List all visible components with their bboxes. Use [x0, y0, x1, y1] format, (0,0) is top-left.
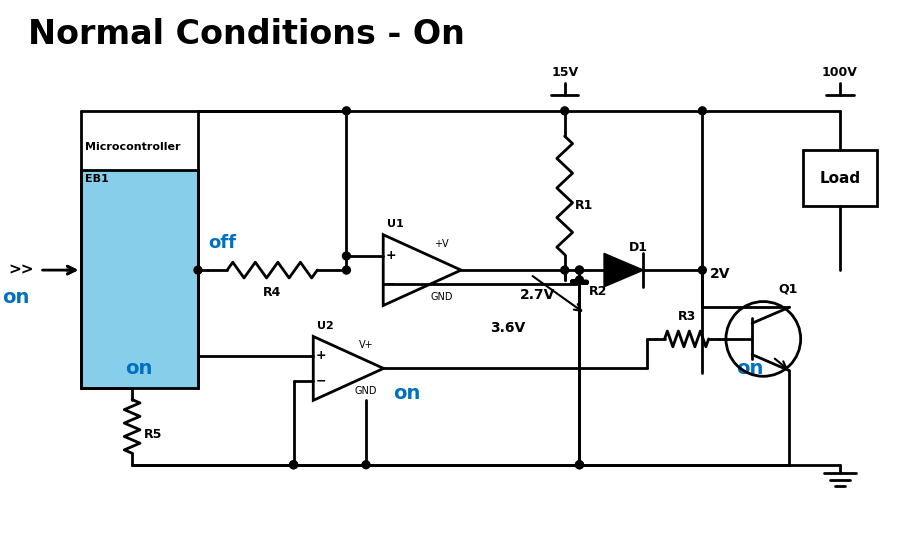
- Circle shape: [699, 107, 706, 115]
- Circle shape: [290, 461, 298, 469]
- Circle shape: [342, 107, 350, 115]
- Text: −: −: [316, 375, 326, 388]
- Circle shape: [699, 266, 706, 274]
- Text: R3: R3: [678, 310, 696, 323]
- FancyBboxPatch shape: [803, 150, 878, 206]
- Text: U1: U1: [387, 219, 404, 229]
- Circle shape: [575, 276, 584, 284]
- Circle shape: [575, 461, 584, 469]
- Circle shape: [362, 461, 370, 469]
- Text: off: off: [207, 234, 236, 252]
- Text: on: on: [125, 359, 153, 378]
- Text: 3.6V: 3.6V: [491, 321, 526, 336]
- Text: on: on: [3, 288, 30, 307]
- Circle shape: [194, 266, 202, 274]
- Text: Normal Conditions - On: Normal Conditions - On: [28, 18, 465, 51]
- Text: 15V: 15V: [551, 66, 578, 79]
- Text: +V: +V: [434, 239, 449, 249]
- Circle shape: [561, 107, 569, 115]
- Text: R5: R5: [144, 428, 162, 441]
- Circle shape: [342, 266, 350, 274]
- Circle shape: [290, 461, 298, 469]
- Text: +: +: [385, 250, 396, 262]
- Text: −: −: [385, 278, 396, 291]
- Text: GND: GND: [355, 386, 377, 396]
- Circle shape: [575, 266, 584, 274]
- Text: EB1: EB1: [85, 174, 109, 183]
- Text: Microcontroller: Microcontroller: [85, 142, 181, 152]
- Circle shape: [561, 266, 569, 274]
- Text: >>: >>: [8, 263, 34, 278]
- Circle shape: [342, 252, 350, 260]
- Circle shape: [575, 461, 584, 469]
- Text: R2: R2: [589, 285, 608, 298]
- Text: D1: D1: [629, 241, 647, 255]
- Text: Q1: Q1: [778, 283, 798, 296]
- Text: U2: U2: [317, 321, 334, 331]
- Text: R4: R4: [263, 286, 281, 299]
- Polygon shape: [604, 253, 644, 287]
- Text: 100V: 100V: [822, 66, 858, 79]
- Text: on: on: [394, 384, 420, 403]
- Text: GND: GND: [431, 291, 453, 301]
- Text: R1: R1: [574, 199, 593, 212]
- Circle shape: [575, 266, 584, 274]
- FancyBboxPatch shape: [81, 170, 198, 388]
- Text: 2.7V: 2.7V: [519, 288, 555, 302]
- Text: 2V: 2V: [710, 267, 731, 281]
- Text: Load: Load: [820, 171, 860, 186]
- Text: on: on: [736, 359, 763, 377]
- Text: V+: V+: [359, 341, 373, 350]
- Text: +: +: [316, 349, 326, 362]
